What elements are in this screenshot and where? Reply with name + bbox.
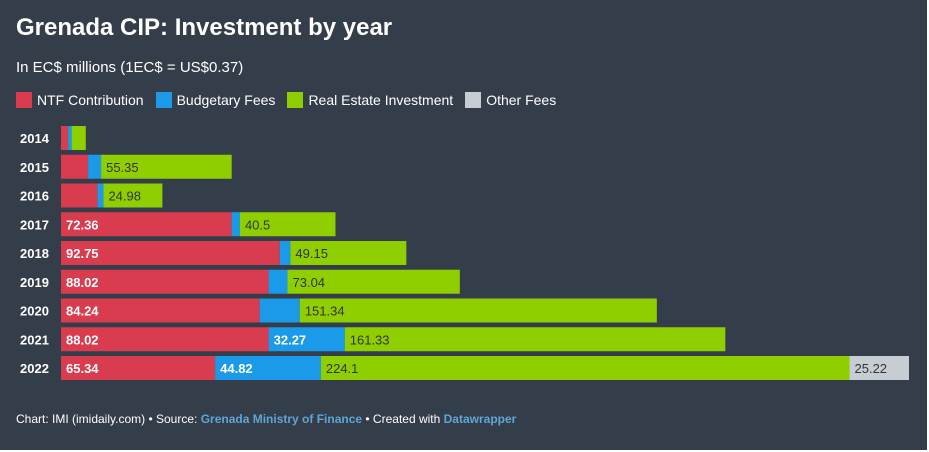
bar-2015-series-2 xyxy=(101,154,232,179)
data-label-2021-series-1: 32.27 xyxy=(274,332,307,347)
legend-label-ntf: NTF Contribution xyxy=(37,92,144,108)
data-label-2017-series-2: 40.5 xyxy=(245,217,270,232)
bar-2017-series-0 xyxy=(61,212,232,237)
legend-swatch-real-estate xyxy=(287,92,304,108)
data-label-2020-series-2: 151.34 xyxy=(305,304,345,319)
footer-source-link[interactable]: Grenada Ministry of Finance xyxy=(200,412,363,426)
bar-2017-series-1 xyxy=(231,212,240,237)
bar-2018-series-0 xyxy=(61,241,280,265)
bar-2021-series-0 xyxy=(61,327,269,352)
bar-2019-series-2 xyxy=(287,269,460,294)
data-label-2022-series-3: 25.22 xyxy=(855,361,888,376)
year-label-2014: 2014 xyxy=(20,131,50,146)
bar-2016-series-1 xyxy=(97,183,104,208)
bar-2014-series-0 xyxy=(61,126,69,150)
data-label-2018-series-0: 92.75 xyxy=(66,246,99,261)
legend-swatch-ntf xyxy=(16,92,32,108)
bar-2017-series-2 xyxy=(239,212,336,237)
bar-2022-series-2 xyxy=(320,356,850,380)
chart-footer: Chart: IMI (imidaily.com) • Source: Gren… xyxy=(16,412,516,426)
bar-2016-series-0 xyxy=(61,183,98,208)
bar-2018-series-2 xyxy=(290,241,407,265)
legend-label-real-estate: Real Estate Investment xyxy=(308,92,454,108)
legend-item-other: Other Fees xyxy=(465,92,556,108)
legend-item-budgetary: Budgetary Fees xyxy=(155,92,276,108)
year-label-2017: 2017 xyxy=(20,217,49,232)
data-label-2019-series-0: 88.02 xyxy=(66,275,99,290)
data-label-2019-series-2: 73.04 xyxy=(293,275,326,290)
year-label-2022: 2022 xyxy=(20,361,49,376)
footer-prefix: Chart: IMI (imidaily.com) • Source: xyxy=(16,412,201,426)
data-label-2022-series-2: 224.1 xyxy=(326,361,359,376)
bar-2015-series-1 xyxy=(88,154,102,179)
bar-2020-series-0 xyxy=(61,298,260,323)
bar-2022-series-0 xyxy=(61,356,216,380)
legend-label-budgetary: Budgetary Fees xyxy=(176,92,276,108)
legend-swatch-other xyxy=(465,92,482,108)
data-label-2022-series-0: 65.34 xyxy=(66,361,99,376)
bar-2021-series-2 xyxy=(344,327,726,352)
data-label-2018-series-2: 49.15 xyxy=(295,246,328,261)
bar-2016-series-2 xyxy=(103,183,163,208)
bar-2021-series-1 xyxy=(268,327,345,352)
year-label-2021: 2021 xyxy=(20,332,49,347)
bar-2015-series-0 xyxy=(61,154,89,179)
chart-title: Grenada CIP: Investment by year xyxy=(16,14,393,41)
bar-2014-series-1 xyxy=(68,126,72,150)
legend: NTF Contribution Budgetary Fees Real Est… xyxy=(16,92,568,108)
bar-2020-series-1 xyxy=(259,298,300,323)
bar-2014-series-2 xyxy=(71,126,86,150)
chart-subtitle: In EC$ millions (1EC$ = US$0.37) xyxy=(16,59,244,76)
legend-swatch-budgetary xyxy=(155,92,172,108)
bar-2022-series-3 xyxy=(849,356,909,380)
year-label-2019: 2019 xyxy=(20,275,49,290)
data-label-2015-series-2: 55.35 xyxy=(106,160,139,175)
legend-item-ntf: NTF Contribution xyxy=(16,92,144,108)
legend-label-other: Other Fees xyxy=(486,92,557,108)
year-label-2016: 2016 xyxy=(20,189,49,204)
data-label-2020-series-0: 84.24 xyxy=(66,304,99,319)
bar-2022-series-1 xyxy=(215,356,321,380)
bar-2018-series-1 xyxy=(279,241,291,265)
data-label-2022-series-1: 44.82 xyxy=(220,361,253,376)
data-label-2017-series-0: 72.36 xyxy=(66,217,99,232)
year-label-2018: 2018 xyxy=(20,246,49,261)
year-label-2020: 2020 xyxy=(20,304,49,319)
data-label-2021-series-0: 88.02 xyxy=(66,332,99,347)
footer-tool-link[interactable]: Datawrapper xyxy=(443,412,517,426)
year-label-2015: 2015 xyxy=(20,160,49,175)
legend-item-real-estate: Real Estate Investment xyxy=(287,92,453,108)
data-label-2021-series-2: 161.33 xyxy=(350,332,390,347)
data-label-2016-series-2: 24.98 xyxy=(108,189,141,204)
bar-2019-series-1 xyxy=(268,269,288,294)
bar-2020-series-2 xyxy=(299,298,657,323)
bar-2019-series-0 xyxy=(61,269,269,294)
footer-middle: • Created with xyxy=(362,412,444,426)
